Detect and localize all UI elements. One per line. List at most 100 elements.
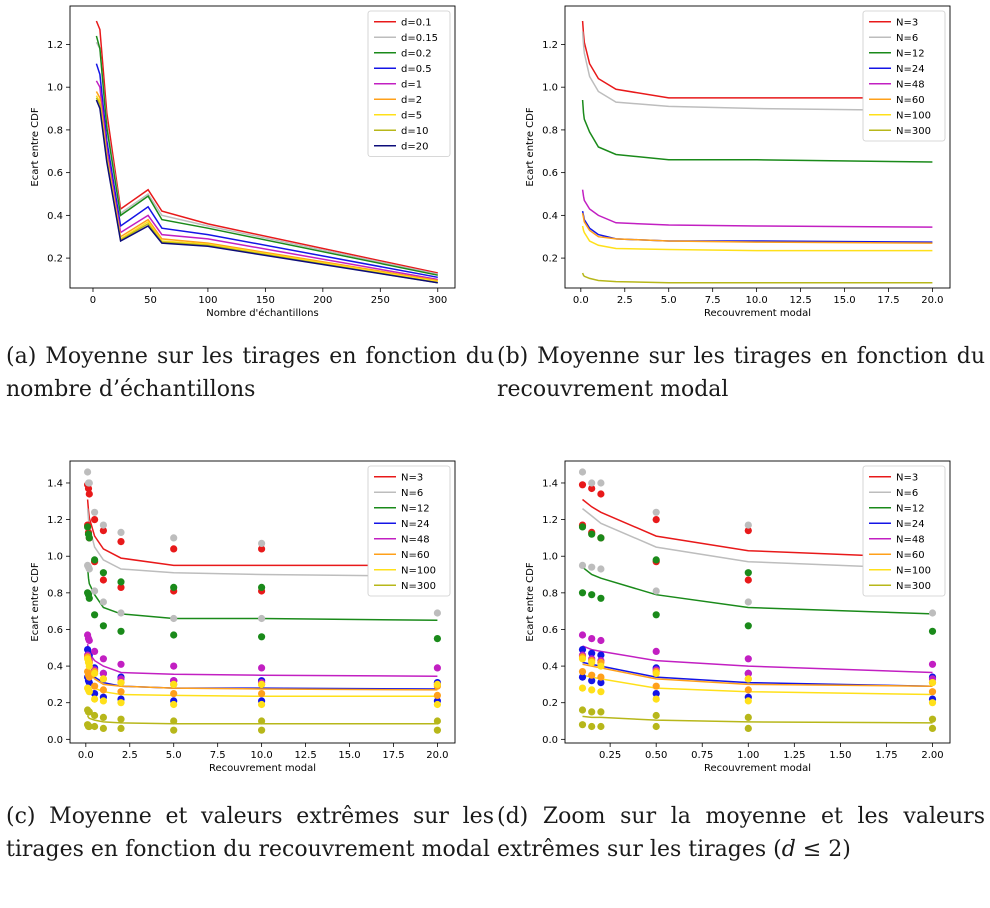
chart-c-point-max [258,583,266,591]
chart-d-point-min [652,695,660,703]
chart-c-point-min [117,609,125,617]
chart-d-ytick-label: 1.2 [542,515,558,526]
chart-c-ylabel: Ecart entre CDF [30,562,41,641]
chart-c-point-min [258,700,266,709]
chart-c-ytick-label: 1.2 [47,515,63,526]
chart-c-point-min [99,669,107,677]
chart-d-point-min [652,611,660,619]
chart-a-legend-label: d=10 [401,126,428,137]
chart-d-point-max [652,669,660,677]
chart-c-point-max [91,647,99,655]
chart-a-legend-label: d=0.2 [401,48,432,59]
chart-b-ytick-label: 0.6 [542,168,558,179]
chart-c-point-min [85,594,93,602]
chart-b-xtick-label: 7.5 [705,295,721,306]
chart-c-legend: N=3 N=6 N=12 N=24 N=48 N=60 N=100 N=300 [367,465,451,597]
chart-c-point-min [117,699,125,707]
chart-d-point-min [597,688,605,696]
chart-a-ytick-label: 0.6 [47,168,63,179]
chart-d-point-min [744,598,752,606]
chart-c-point-max [85,662,93,670]
chart-c-point-max [170,534,178,542]
chart-b-legend-label: N=60 [896,95,925,106]
chart-c-ytick-label: 0.8 [47,588,63,599]
chart-b-plot-area [581,20,933,284]
chart-d-point-max [744,527,752,535]
chart-a-series-line [95,35,438,276]
chart-d-point-max [597,636,605,645]
chart-d-point-min [744,576,752,584]
chart-c-point-min [258,614,266,623]
chart-c-point-min [258,726,266,734]
chart-c-point-max [433,664,441,672]
chart-d-point-max [744,655,752,663]
chart-b-ytick-label: 1.0 [542,83,558,94]
chart-b: 0.0 2.5 5.0 7.5 10.0 12.5 15.0 17.5 20.0 0.2 0.4 0.… [495,0,990,330]
chart-c-point-max [170,717,178,725]
chart-d-point-max [578,631,587,639]
chart-d-point-min [928,699,937,707]
chart-d-legend-label: N=100 [896,565,931,576]
chart-d-point-min [928,609,937,617]
chart-d-point-min [588,722,596,731]
chart-a-xtick-label: 150 [256,295,275,306]
chart-d-point-min [744,669,752,677]
chart-c-point-max [117,715,125,723]
chart-d-point-max [588,708,596,716]
chart-d-xtick-label: 0.75 [691,750,713,761]
caption-c: (c) Moyenne et valeurs extrêmes sur les … [6,804,494,862]
chart-a-ytick-label: 0.4 [47,211,63,222]
chart-d-point-max [652,516,660,524]
chart-b-legend-label: N=100 [896,110,931,121]
chart-a-ytick-label: 1.0 [47,83,63,94]
chart-a-xlabel: Nombre d'échantillons [206,307,318,319]
chart-c-frame [69,460,456,744]
chart-c-point-max [258,664,266,672]
chart-d-point-max [597,651,605,659]
chart-d-point-max [578,655,587,663]
chart-b-series-line [581,272,933,284]
chart-c-point-min [117,688,125,696]
chart-d-point-max [597,490,605,498]
chart-c-point-max [91,556,99,564]
chart-c-legend-label: N=3 [401,472,423,483]
chart-b-legend-label: N=300 [896,126,931,137]
chart-d-point-max [744,713,752,721]
chart-b-series-line [581,213,933,244]
chart-c-point-max [170,662,178,670]
chart-c-svg: 0.0 2.5 5.0 7.5 10.0 12.5 15.0 17.5 20.0 0.0 0.2 0.… [30,460,456,774]
chart-c-point-min [170,726,178,734]
chart-d-legend-label: N=300 [896,581,931,592]
chart-a-xtick-label: 200 [313,295,332,306]
chart-d-point-max [928,679,937,687]
chart-d-point-min [597,594,605,602]
chart-c-point-min [433,635,441,643]
chart-a-series-line [95,99,438,284]
chart-c-point-min [170,614,178,623]
chart-d-point-max [652,508,660,516]
chart-d-legend-label: N=12 [896,503,925,514]
chart-a-legend-label: d=1 [401,79,422,90]
chart-d-point-max [588,635,596,643]
chart-b-series-line [581,189,933,228]
chart-b-xtick-label: 15.0 [833,295,855,306]
caption-d: (d) Zoom sur la moyenne et les valeurs e… [497,804,985,862]
chart-d-xtick-label: 0.25 [599,750,621,761]
chart-b-ytick-label: 0.8 [542,125,558,136]
chart-c-point-min [99,697,107,705]
chart-c-point-max [99,655,107,663]
chart-c-legend-label: N=100 [401,565,436,576]
chart-d-point-min [588,671,596,679]
chart-d-xtick-label: 2.00 [921,750,943,761]
chart-d-point-min [928,724,937,732]
chart-b-legend-box [862,10,946,142]
chart-d-point-min [578,668,587,676]
chart-c-point-max [117,528,125,536]
chart-c-xtick-label: 0.0 [78,750,94,761]
chart-c-ytick-label: 1.0 [47,552,63,563]
chart-c-point-min [433,691,441,699]
chart-c-point-min [85,673,93,681]
chart-d-series-line [582,498,933,559]
chart-c-point-min [85,688,93,696]
chart-b-xtick-label: 5.0 [661,295,677,306]
